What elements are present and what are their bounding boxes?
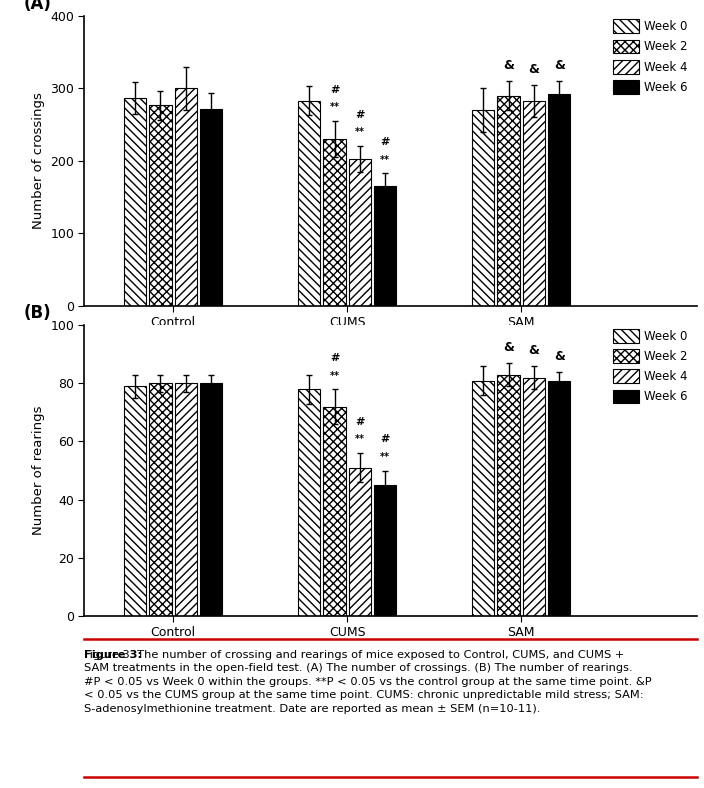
Bar <box>175 88 197 306</box>
Bar <box>374 485 396 615</box>
Text: **: ** <box>355 434 365 444</box>
Bar <box>472 381 494 615</box>
Text: Figure 3: The number of crossing and rearings of mice exposed to Control, CUMS, : Figure 3: The number of crossing and rea… <box>84 649 652 714</box>
Bar <box>374 186 396 306</box>
Bar <box>124 98 146 306</box>
Text: #: # <box>330 353 339 363</box>
Bar <box>523 377 545 615</box>
Bar <box>298 389 320 615</box>
Bar <box>548 94 570 306</box>
Bar <box>323 139 346 306</box>
Bar <box>298 101 320 306</box>
Bar <box>472 110 494 306</box>
Text: #: # <box>380 137 390 147</box>
Text: #: # <box>356 417 365 427</box>
Text: (A): (A) <box>23 0 51 13</box>
Text: **: ** <box>329 370 339 381</box>
Text: **: ** <box>380 154 390 165</box>
Text: &: & <box>529 344 539 357</box>
Bar <box>498 375 520 615</box>
Text: **: ** <box>380 452 390 462</box>
Bar <box>348 158 371 306</box>
Y-axis label: Number of crossings: Number of crossings <box>32 92 44 229</box>
Bar <box>498 95 520 306</box>
Text: **: ** <box>355 127 365 137</box>
Legend: Week 0, Week 2, Week 4, Week 6: Week 0, Week 2, Week 4, Week 6 <box>610 16 691 98</box>
Text: &: & <box>503 59 514 72</box>
Bar <box>523 101 545 306</box>
Bar <box>124 386 146 615</box>
Text: #: # <box>356 110 365 120</box>
Bar <box>200 109 222 306</box>
Text: #: # <box>380 434 390 444</box>
Bar <box>348 467 371 615</box>
Text: **: ** <box>329 102 339 112</box>
Text: &: & <box>529 63 539 76</box>
Text: &: & <box>554 59 565 72</box>
Bar <box>200 384 222 615</box>
Text: &: & <box>503 341 514 355</box>
Text: (B): (B) <box>23 304 51 322</box>
Bar <box>323 407 346 615</box>
Text: Figure 3:: Figure 3: <box>84 649 143 660</box>
Legend: Week 0, Week 2, Week 4, Week 6: Week 0, Week 2, Week 4, Week 6 <box>610 325 691 407</box>
Bar <box>175 384 197 615</box>
Text: &: & <box>554 350 565 363</box>
Y-axis label: Number of rearings: Number of rearings <box>32 406 44 535</box>
Bar <box>149 384 172 615</box>
Text: #: # <box>330 85 339 95</box>
Bar <box>548 381 570 615</box>
Bar <box>149 105 172 306</box>
